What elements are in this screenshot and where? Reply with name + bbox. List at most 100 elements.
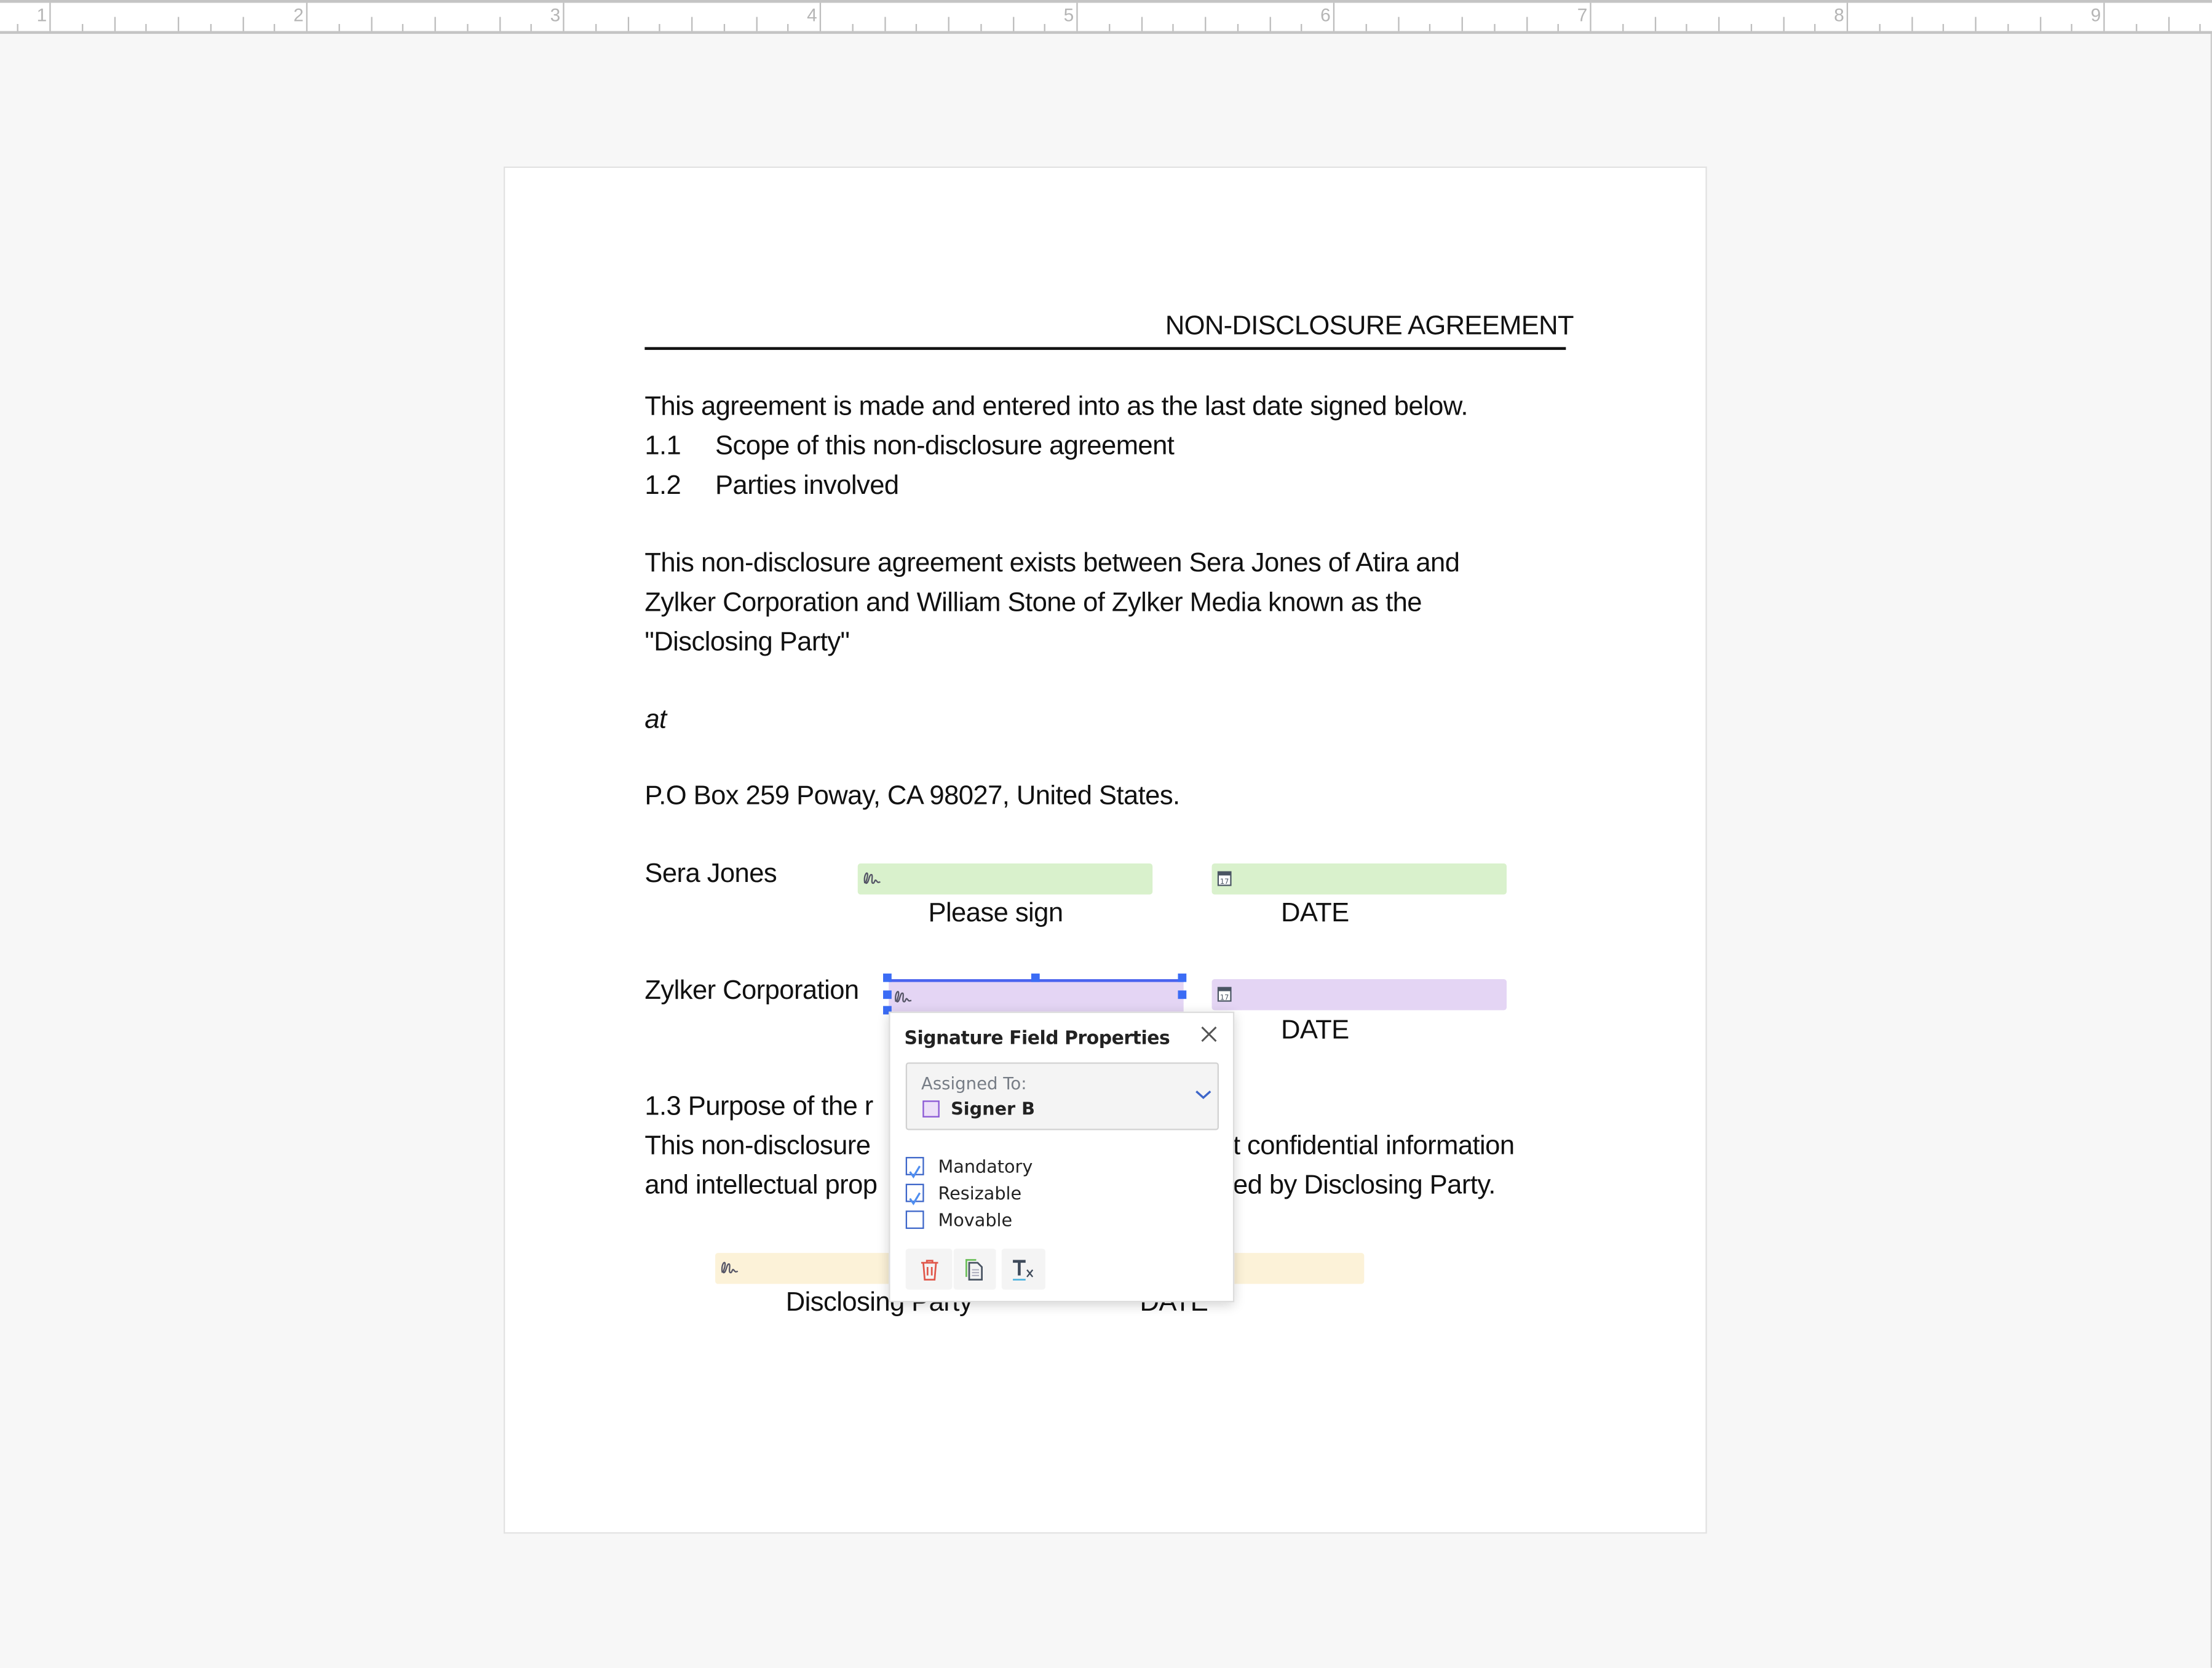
horizontal-ruler[interactable]: 1 2 3 4 5 6 7 8 9 [0,0,2212,34]
clear-formatting-button[interactable] [1001,1249,1045,1290]
ruler-tick [434,17,436,31]
signature-icon [863,872,881,884]
ruler-number: 1 [36,4,47,26]
selected-signature-field[interactable] [889,979,1184,1014]
parties-line: "Disclosing Party" [644,627,850,658]
checkbox-label: Mandatory [938,1155,1033,1177]
signer-name: Sera Jones [644,859,777,889]
ruler-tick [113,17,115,31]
ruler-number: 2 [293,4,304,26]
signer-name: Zylker Corporation [644,976,859,1006]
ruler-tick [2071,23,2073,31]
purpose-text: and intellectual prop [644,1171,878,1201]
ruler-tick [1782,17,1784,31]
close-icon[interactable] [1199,1024,1219,1044]
ruler-tick [1622,23,1623,31]
document-header-title: NON-DISCLOSURE AGREEMENT [1165,311,1574,342]
ruler-tick [1205,17,1207,31]
section-number: 1.2 [644,471,681,501]
ruler-tick [1590,2,1592,31]
ruler-tick [1846,2,1849,31]
signer-color-swatch [922,1100,940,1118]
signature-field[interactable] [857,863,1153,895]
ruler-tick [1975,17,1976,31]
resize-handle[interactable] [1178,990,1187,999]
ruler-tick [2007,23,2009,31]
ruler-tick [1943,23,1944,31]
purpose-text: This non-disclosure [644,1131,871,1161]
calendar-icon: 17 [1217,871,1232,886]
ruler-tick [466,23,469,31]
resize-handle[interactable] [1031,973,1040,982]
ruler-tick [531,23,533,31]
ruler-tick [1879,23,1881,31]
resize-handle[interactable] [883,990,892,999]
mandatory-checkbox[interactable]: Mandatory [905,1155,1033,1179]
ruler-tick [2135,23,2137,31]
assigned-to-dropdown[interactable]: Assigned To: Signer B [905,1062,1219,1130]
ruler-tick [498,17,501,31]
delete-button[interactable] [905,1249,953,1290]
date-label: DATE [1280,1015,1349,1046]
intro-text: This agreement is made and entered into … [644,392,1468,422]
ruler-tick [2167,17,2170,31]
assigned-to-label: Assigned To: [921,1073,1027,1094]
ruler-tick [948,17,949,31]
ruler-tick [1044,23,1046,31]
resizable-checkbox[interactable]: Resizable [905,1182,1021,1205]
window-edge [2210,34,2212,1668]
ruler-tick [1686,23,1688,31]
ruler-tick [2199,23,2202,31]
ruler-tick [1493,23,1496,31]
ruler-tick [627,17,628,31]
duplicate-button[interactable] [953,1249,996,1290]
ruler-tick [884,17,886,31]
calendar-icon: 17 [1217,987,1232,1002]
ruler-tick [1301,23,1302,31]
ruler-tick [1108,23,1110,31]
ruler-tick [210,23,212,31]
copy-icon [965,1258,983,1280]
ruler-tick [1654,17,1656,31]
ruler-number: 8 [1834,4,1844,26]
at-text: at [644,705,667,736]
svg-text:17: 17 [1220,993,1229,1001]
signature-field-properties-popup: Signature Field Properties Assigned To: … [889,1011,1235,1303]
date-field[interactable]: 17 [1211,979,1507,1011]
resize-handle[interactable] [883,973,892,982]
ruler-tick [402,23,404,31]
ruler-tick [1333,2,1335,31]
ruler-tick [1172,23,1175,31]
ruler-tick [49,2,51,31]
parties-line: Zylker Corporation and William Stone of … [644,588,1422,618]
date-label: DATE [1280,899,1349,929]
movable-checkbox[interactable]: Movable [905,1209,1012,1230]
ruler-tick [1397,17,1399,31]
ruler-tick [306,2,308,31]
ruler-number: 4 [807,4,817,26]
parties-line: This non-disclosure agreement exists bet… [644,549,1460,579]
ruler-tick [2103,2,2105,31]
ruler-tick [1140,17,1142,31]
resize-handle[interactable] [1178,973,1187,982]
ruler-tick [370,17,372,31]
date-field[interactable]: 17 [1211,863,1507,895]
ruler-tick [787,23,789,31]
ruler-number: 6 [1320,4,1331,26]
trash-icon [920,1259,938,1280]
ruler-tick [659,23,661,31]
ruler-tick [17,23,19,31]
document-page[interactable] [503,166,1707,1534]
ruler-number: 7 [1577,4,1588,26]
address-text: P.O Box 259 Poway, CA 98027, United Stat… [644,781,1180,812]
ruler-tick [755,17,757,31]
popup-title: Signature Field Properties [904,1028,1170,1050]
ruler-tick [723,23,725,31]
ruler-tick [1076,2,1078,31]
section-title: Parties involved [715,471,899,501]
section-title: Scope of this non-disclosure agreement [715,431,1175,462]
ruler-tick [145,23,148,31]
checkmark-icon [909,1192,921,1205]
clear-format-icon [1012,1259,1033,1280]
